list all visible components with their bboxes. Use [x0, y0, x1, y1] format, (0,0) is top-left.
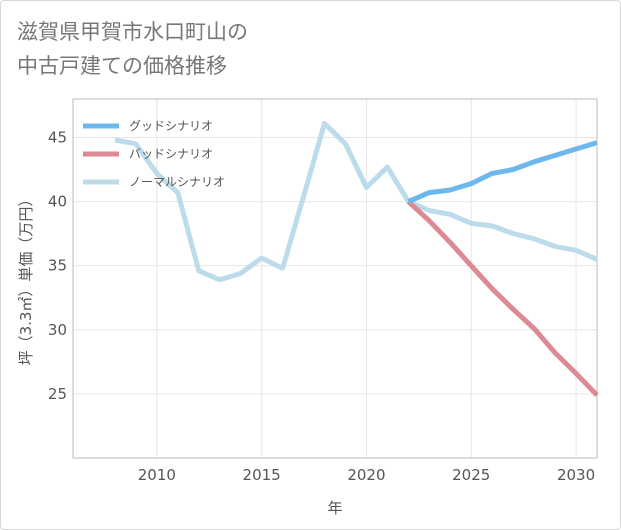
- legend-label: ノーマルシナリオ: [129, 175, 225, 189]
- grid-lines: [73, 99, 597, 458]
- x-tick-label: 2025: [452, 466, 490, 484]
- y-tick-label: 25: [48, 385, 67, 403]
- legend-label: バッドシナリオ: [129, 147, 213, 161]
- y-tick-label: 30: [48, 321, 67, 339]
- y-tick-label: 35: [48, 257, 67, 275]
- series-layer: [114, 120, 599, 397]
- series-line-0: [407, 140, 598, 204]
- x-axis-ticks: 2010 2015 2020 2025 2030: [138, 466, 595, 484]
- plot-area: [72, 98, 598, 459]
- series-line-1: [406, 199, 599, 397]
- x-axis-title: 年: [327, 499, 342, 517]
- chart-title-line1: 滋賀県甲賀市水口町山の: [17, 20, 248, 44]
- x-tick-label: 2020: [347, 466, 385, 484]
- y-axis-title: 坪（3.3㎡）単価（万円）: [17, 192, 35, 366]
- x-tick-label: 2030: [557, 466, 595, 484]
- legend-label: グッドシナリオ: [129, 119, 213, 133]
- chart-title-line2: 中古戸建ての価格推移: [17, 54, 227, 78]
- y-tick-label: 45: [48, 128, 67, 146]
- series-line-2: [114, 120, 598, 283]
- x-tick-label: 2010: [138, 466, 176, 484]
- y-tick-label: 40: [48, 193, 67, 211]
- y-axis-ticks: 25 30 35 40 45: [48, 128, 67, 402]
- x-tick-label: 2015: [243, 466, 281, 484]
- chart-title: 滋賀県甲賀市水口町山の 中古戸建ての価格推移: [17, 15, 248, 83]
